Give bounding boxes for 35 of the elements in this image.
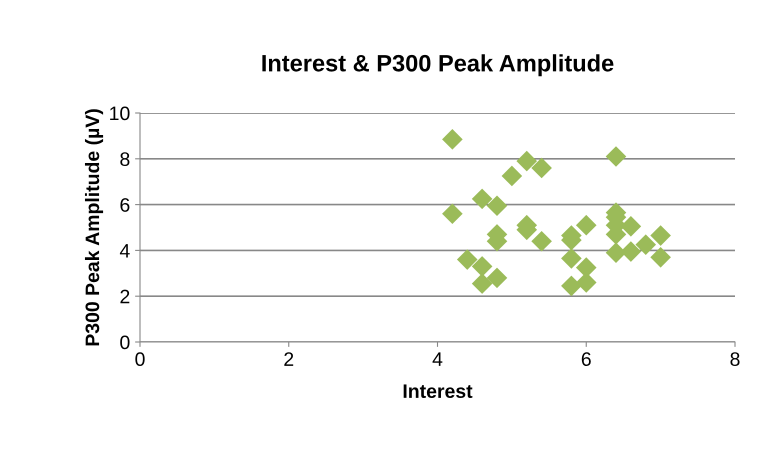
point [561, 276, 582, 296]
point [502, 166, 522, 186]
y-axis-title: P300 Peak Amplitude (µV) [84, 109, 104, 346]
point [576, 214, 597, 236]
x-tick-label: 0 [135, 352, 145, 366]
point [442, 203, 463, 224]
point [635, 234, 656, 255]
point [531, 230, 552, 252]
x-tick-label: 2 [284, 352, 294, 366]
point [531, 158, 552, 178]
point [486, 268, 508, 288]
point [620, 216, 642, 237]
point [561, 248, 582, 269]
point [472, 188, 492, 210]
point [472, 256, 492, 277]
point [486, 195, 508, 216]
point [606, 146, 626, 167]
x-tick-label: 4 [432, 352, 442, 366]
point [516, 150, 538, 172]
y-tick-label: 10 [110, 106, 130, 120]
point [650, 225, 671, 246]
x-tick-label: 6 [582, 352, 591, 366]
chart-title: Interest & P300 Peak Amplitude [262, 54, 614, 76]
y-tick-label: 4 [120, 244, 130, 258]
y-tick-label: 8 [120, 152, 130, 166]
x-tick-label: 8 [730, 352, 740, 366]
point [442, 129, 463, 150]
x-axis-title: Interest [404, 384, 472, 398]
point [456, 249, 478, 270]
point [650, 246, 671, 268]
y-tick-label: 0 [120, 335, 130, 350]
y-tick-label: 2 [120, 290, 130, 304]
point [620, 241, 642, 262]
point [472, 273, 492, 294]
y-tick-label: 6 [120, 198, 130, 212]
